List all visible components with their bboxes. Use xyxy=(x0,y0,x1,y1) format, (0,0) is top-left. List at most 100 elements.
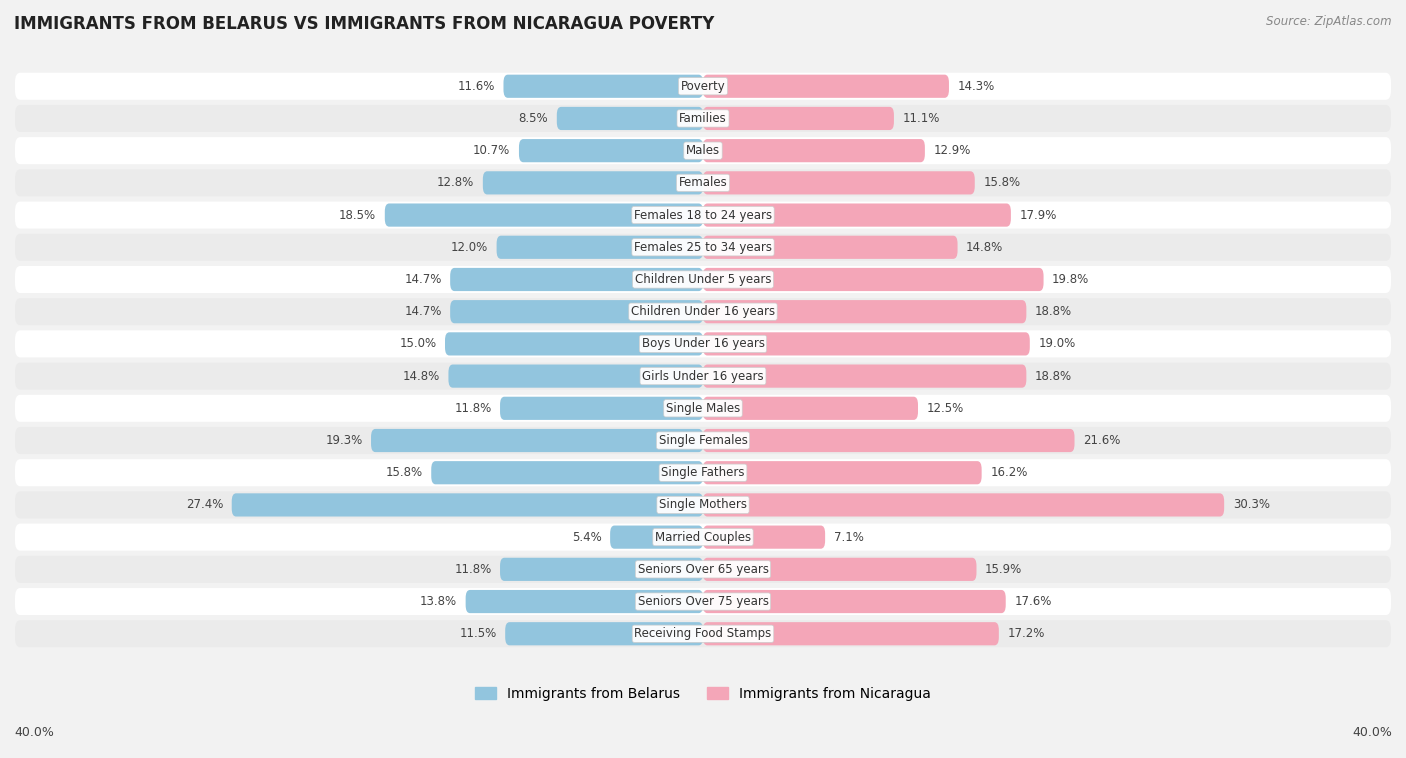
Text: Males: Males xyxy=(686,144,720,157)
Text: 15.8%: 15.8% xyxy=(983,177,1021,190)
FancyBboxPatch shape xyxy=(703,300,1026,323)
Text: 17.6%: 17.6% xyxy=(1014,595,1052,608)
Text: 27.4%: 27.4% xyxy=(186,499,224,512)
FancyBboxPatch shape xyxy=(703,558,977,581)
FancyBboxPatch shape xyxy=(703,74,949,98)
Text: 19.0%: 19.0% xyxy=(1039,337,1076,350)
Text: 18.5%: 18.5% xyxy=(339,208,377,221)
FancyBboxPatch shape xyxy=(15,395,1391,422)
FancyBboxPatch shape xyxy=(557,107,703,130)
FancyBboxPatch shape xyxy=(15,427,1391,454)
FancyBboxPatch shape xyxy=(449,365,703,387)
Text: 12.9%: 12.9% xyxy=(934,144,972,157)
Text: 30.3%: 30.3% xyxy=(1233,499,1270,512)
FancyBboxPatch shape xyxy=(703,396,918,420)
Text: Females: Females xyxy=(679,177,727,190)
Text: Children Under 16 years: Children Under 16 years xyxy=(631,305,775,318)
FancyBboxPatch shape xyxy=(15,137,1391,164)
Text: 18.8%: 18.8% xyxy=(1035,370,1073,383)
FancyBboxPatch shape xyxy=(703,171,974,195)
Text: 11.6%: 11.6% xyxy=(457,80,495,92)
Text: Females 18 to 24 years: Females 18 to 24 years xyxy=(634,208,772,221)
Text: 12.8%: 12.8% xyxy=(437,177,474,190)
Text: 17.9%: 17.9% xyxy=(1019,208,1057,221)
Text: Source: ZipAtlas.com: Source: ZipAtlas.com xyxy=(1267,15,1392,28)
FancyBboxPatch shape xyxy=(519,139,703,162)
FancyBboxPatch shape xyxy=(15,524,1391,550)
FancyBboxPatch shape xyxy=(15,588,1391,615)
FancyBboxPatch shape xyxy=(15,169,1391,196)
Text: Poverty: Poverty xyxy=(681,80,725,92)
Text: 14.7%: 14.7% xyxy=(404,273,441,286)
Text: 40.0%: 40.0% xyxy=(14,726,53,739)
FancyBboxPatch shape xyxy=(610,525,703,549)
Text: Single Mothers: Single Mothers xyxy=(659,499,747,512)
FancyBboxPatch shape xyxy=(703,268,1043,291)
FancyBboxPatch shape xyxy=(703,622,998,645)
Text: 19.3%: 19.3% xyxy=(325,434,363,447)
FancyBboxPatch shape xyxy=(703,332,1029,356)
FancyBboxPatch shape xyxy=(703,590,1005,613)
FancyBboxPatch shape xyxy=(703,493,1225,516)
Text: 15.0%: 15.0% xyxy=(399,337,436,350)
FancyBboxPatch shape xyxy=(15,266,1391,293)
Text: 11.8%: 11.8% xyxy=(454,563,492,576)
FancyBboxPatch shape xyxy=(232,493,703,516)
Text: 21.6%: 21.6% xyxy=(1083,434,1121,447)
Text: 13.8%: 13.8% xyxy=(420,595,457,608)
Text: Families: Families xyxy=(679,112,727,125)
Text: 7.1%: 7.1% xyxy=(834,531,863,543)
FancyBboxPatch shape xyxy=(703,139,925,162)
Text: 16.2%: 16.2% xyxy=(990,466,1028,479)
Text: 14.3%: 14.3% xyxy=(957,80,995,92)
FancyBboxPatch shape xyxy=(465,590,703,613)
FancyBboxPatch shape xyxy=(496,236,703,259)
Text: Single Fathers: Single Fathers xyxy=(661,466,745,479)
FancyBboxPatch shape xyxy=(15,556,1391,583)
Text: 8.5%: 8.5% xyxy=(519,112,548,125)
Text: 14.8%: 14.8% xyxy=(966,241,1004,254)
Text: 14.7%: 14.7% xyxy=(404,305,441,318)
FancyBboxPatch shape xyxy=(501,558,703,581)
FancyBboxPatch shape xyxy=(703,461,981,484)
Text: Seniors Over 65 years: Seniors Over 65 years xyxy=(637,563,769,576)
Text: 15.9%: 15.9% xyxy=(986,563,1022,576)
Legend: Immigrants from Belarus, Immigrants from Nicaragua: Immigrants from Belarus, Immigrants from… xyxy=(470,681,936,706)
Text: IMMIGRANTS FROM BELARUS VS IMMIGRANTS FROM NICARAGUA POVERTY: IMMIGRANTS FROM BELARUS VS IMMIGRANTS FR… xyxy=(14,15,714,33)
Text: 11.1%: 11.1% xyxy=(903,112,939,125)
Text: 15.8%: 15.8% xyxy=(385,466,423,479)
FancyBboxPatch shape xyxy=(501,396,703,420)
Text: Receiving Food Stamps: Receiving Food Stamps xyxy=(634,628,772,641)
Text: Girls Under 16 years: Girls Under 16 years xyxy=(643,370,763,383)
Text: Females 25 to 34 years: Females 25 to 34 years xyxy=(634,241,772,254)
Text: Boys Under 16 years: Boys Under 16 years xyxy=(641,337,765,350)
FancyBboxPatch shape xyxy=(15,459,1391,486)
FancyBboxPatch shape xyxy=(703,236,957,259)
FancyBboxPatch shape xyxy=(15,73,1391,100)
FancyBboxPatch shape xyxy=(703,107,894,130)
Text: 11.5%: 11.5% xyxy=(460,628,496,641)
FancyBboxPatch shape xyxy=(15,620,1391,647)
FancyBboxPatch shape xyxy=(450,300,703,323)
FancyBboxPatch shape xyxy=(446,332,703,356)
Text: 17.2%: 17.2% xyxy=(1008,628,1045,641)
FancyBboxPatch shape xyxy=(15,362,1391,390)
FancyBboxPatch shape xyxy=(703,203,1011,227)
FancyBboxPatch shape xyxy=(371,429,703,452)
Text: Single Females: Single Females xyxy=(658,434,748,447)
Text: Children Under 5 years: Children Under 5 years xyxy=(634,273,772,286)
FancyBboxPatch shape xyxy=(703,365,1026,387)
FancyBboxPatch shape xyxy=(15,491,1391,518)
Text: 10.7%: 10.7% xyxy=(472,144,510,157)
FancyBboxPatch shape xyxy=(503,74,703,98)
FancyBboxPatch shape xyxy=(15,233,1391,261)
FancyBboxPatch shape xyxy=(15,202,1391,229)
Text: Single Males: Single Males xyxy=(666,402,740,415)
FancyBboxPatch shape xyxy=(505,622,703,645)
FancyBboxPatch shape xyxy=(15,105,1391,132)
Text: 40.0%: 40.0% xyxy=(1353,726,1392,739)
Text: Married Couples: Married Couples xyxy=(655,531,751,543)
Text: 11.8%: 11.8% xyxy=(454,402,492,415)
Text: 19.8%: 19.8% xyxy=(1052,273,1090,286)
FancyBboxPatch shape xyxy=(385,203,703,227)
